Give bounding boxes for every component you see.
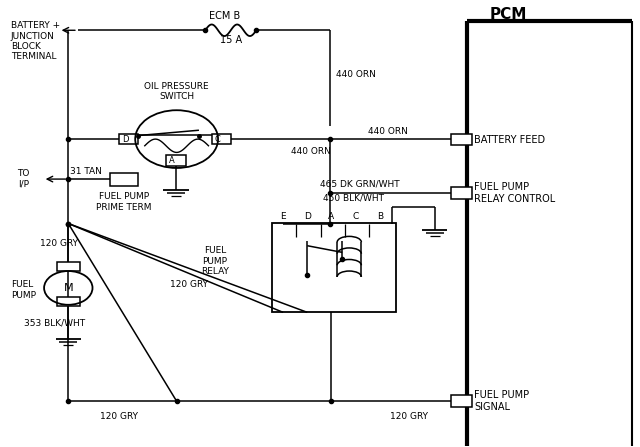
Bar xyxy=(272,224,396,312)
Text: 450 BLK/WHT: 450 BLK/WHT xyxy=(323,194,384,202)
Text: BATTERY +
JUNCTION
BLOCK
TERMINAL: BATTERY + JUNCTION BLOCK TERMINAL xyxy=(11,21,60,62)
Bar xyxy=(57,297,80,306)
Text: C: C xyxy=(214,135,220,143)
Text: FUEL PUMP
SIGNAL: FUEL PUMP SIGNAL xyxy=(474,390,529,412)
Bar xyxy=(119,134,138,144)
Text: B: B xyxy=(377,212,383,221)
Text: 15 A: 15 A xyxy=(220,35,242,46)
Text: FUEL
PUMP
RELAY: FUEL PUMP RELAY xyxy=(201,246,228,276)
Text: FUEL PUMP
RELAY CONTROL: FUEL PUMP RELAY CONTROL xyxy=(474,182,556,204)
Text: 120 GRY: 120 GRY xyxy=(40,239,77,248)
Text: 440 ORN: 440 ORN xyxy=(368,127,408,135)
Text: 31 TAN: 31 TAN xyxy=(70,167,102,176)
Text: E: E xyxy=(280,212,286,221)
Text: TO
I/P: TO I/P xyxy=(17,169,30,189)
Text: PCM: PCM xyxy=(490,7,527,22)
Text: D: D xyxy=(122,135,129,143)
Text: M: M xyxy=(63,283,73,293)
Bar xyxy=(212,134,231,144)
Text: 440 ORN: 440 ORN xyxy=(336,70,376,79)
Text: 120 GRY: 120 GRY xyxy=(390,412,428,421)
Bar xyxy=(451,395,472,406)
Text: FUEL PUMP
PRIME TERM: FUEL PUMP PRIME TERM xyxy=(96,192,152,212)
Text: D: D xyxy=(304,212,310,221)
Text: 353 BLK/WHT: 353 BLK/WHT xyxy=(24,319,85,328)
Bar xyxy=(109,173,138,186)
Text: BATTERY FEED: BATTERY FEED xyxy=(474,135,545,144)
Bar xyxy=(451,134,472,145)
Text: C: C xyxy=(353,212,359,221)
Text: F6: F6 xyxy=(452,188,463,197)
Text: OIL PRESSURE
SWITCH: OIL PRESSURE SWITCH xyxy=(144,82,209,101)
Text: B12: B12 xyxy=(452,396,469,405)
Text: E16: E16 xyxy=(452,135,468,144)
Bar xyxy=(451,187,472,198)
Bar xyxy=(166,155,186,166)
Text: 465 DK GRN/WHT: 465 DK GRN/WHT xyxy=(320,180,399,189)
Text: A: A xyxy=(169,156,175,165)
Text: ECM B: ECM B xyxy=(209,11,240,21)
Text: 440 ORN: 440 ORN xyxy=(291,147,332,156)
Text: 120 GRY: 120 GRY xyxy=(100,412,138,421)
Text: A: A xyxy=(328,212,335,221)
Text: 120 GRY: 120 GRY xyxy=(170,280,208,289)
Text: FUEL
PUMP: FUEL PUMP xyxy=(11,280,36,300)
Bar xyxy=(57,262,80,271)
